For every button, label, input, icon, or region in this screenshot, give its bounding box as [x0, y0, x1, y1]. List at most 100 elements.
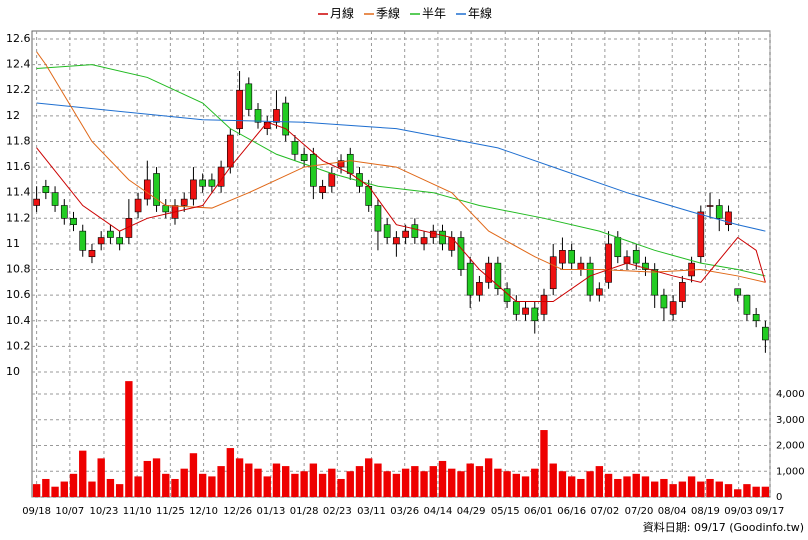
volume-bar	[346, 471, 354, 497]
x-tick-label: 01/13	[257, 506, 286, 517]
volume-bar	[226, 448, 235, 497]
candle-body	[605, 243, 612, 283]
candle-body	[33, 198, 40, 206]
candle-body	[752, 314, 760, 322]
volume-bar	[60, 481, 68, 497]
volume-bar	[300, 471, 308, 497]
candle-body	[273, 109, 280, 123]
volume-bar	[411, 466, 419, 497]
candle-body	[291, 141, 299, 155]
y-tick-label: 10.4	[6, 314, 31, 327]
x-tick-label: 03/26	[390, 506, 419, 517]
volume-bar	[106, 478, 115, 497]
ma-line	[36, 121, 766, 303]
volume-bar	[669, 484, 677, 497]
candle-body	[485, 262, 492, 283]
candle-body	[503, 288, 511, 302]
volume-bar	[752, 486, 760, 497]
volume-bar	[245, 463, 253, 497]
candle-body	[42, 185, 50, 193]
candle-body	[402, 230, 409, 238]
candle-body	[337, 160, 345, 168]
volume-bar	[263, 476, 271, 497]
volume-bar	[318, 473, 327, 497]
volume-bar	[678, 481, 687, 497]
candle-body	[328, 173, 336, 187]
candle-body	[88, 250, 96, 258]
candle-body	[60, 205, 68, 219]
volume-bar	[623, 476, 631, 497]
x-tick-label: 10/07	[55, 506, 84, 517]
volume-bar	[208, 476, 216, 497]
volume-bar	[420, 471, 428, 497]
volume-bar	[392, 473, 401, 497]
candle-body	[420, 237, 428, 245]
candle-body	[70, 218, 77, 226]
x-tick-label: 12/26	[223, 506, 252, 517]
candle-body	[476, 282, 483, 296]
candle-body	[669, 301, 677, 315]
candle-body	[282, 102, 290, 136]
candle-body	[245, 83, 253, 110]
volume-bar	[42, 478, 50, 497]
volume-bar	[254, 468, 262, 497]
candle-body	[153, 173, 160, 206]
volume-bar	[540, 430, 548, 497]
candle-body	[310, 153, 317, 187]
candle-body	[97, 237, 105, 245]
x-tick-label: 12/10	[189, 506, 218, 517]
candle-body	[393, 237, 400, 245]
volume-bar	[162, 473, 170, 497]
candle-body	[577, 262, 585, 270]
candle-body	[383, 224, 391, 238]
candle-body	[236, 89, 243, 129]
y-tick-label: 10	[6, 365, 20, 378]
candle-body	[549, 256, 557, 290]
volume-bar	[180, 468, 188, 497]
candle-body	[697, 211, 705, 258]
y2-tick-label: 2,000	[776, 441, 805, 452]
y-tick-label: 12.4	[6, 58, 31, 71]
candle-body	[725, 211, 732, 226]
volume-bar	[291, 473, 299, 497]
candle-body	[623, 256, 631, 264]
y-tick-label: 11.8	[6, 134, 31, 147]
candle-body	[346, 153, 354, 174]
y-tick-label: 11.6	[6, 160, 31, 173]
volume-bar	[281, 466, 290, 497]
candle-body	[559, 250, 566, 264]
volume-bar	[521, 476, 530, 497]
volume-bar	[69, 473, 78, 497]
legend-label: 半年	[422, 7, 446, 21]
candle-body	[512, 301, 520, 315]
volume-bar	[595, 466, 604, 497]
volume-bar	[365, 458, 373, 497]
candle-body	[300, 153, 308, 161]
x-tick-label: 11/25	[156, 506, 185, 517]
candle-body	[143, 179, 151, 200]
x-tick-label: 09/03	[724, 506, 753, 517]
volume-bar	[484, 458, 493, 497]
y-tick-label: 12.2	[6, 83, 31, 96]
volume-bar	[134, 476, 142, 497]
volume-bar	[466, 463, 474, 497]
volume-bar	[51, 486, 59, 497]
volume-bar	[604, 473, 613, 497]
volume-bar	[586, 471, 594, 497]
x-tick-label: 07/02	[590, 506, 619, 517]
x-tick-label: 01/28	[290, 506, 319, 517]
volume-bar	[438, 460, 447, 497]
candle-body	[706, 205, 714, 207]
ma-line	[36, 64, 766, 277]
y2-tick-label: 0	[776, 492, 782, 503]
candle-body	[651, 269, 659, 296]
volume-bar	[660, 478, 668, 497]
volume-bar	[97, 458, 105, 497]
volume-bar	[697, 481, 705, 497]
candle-body	[199, 179, 207, 187]
candle-body	[632, 250, 640, 264]
volume-bar	[115, 484, 124, 497]
candle-body	[743, 294, 751, 315]
volume-bar	[650, 481, 659, 497]
